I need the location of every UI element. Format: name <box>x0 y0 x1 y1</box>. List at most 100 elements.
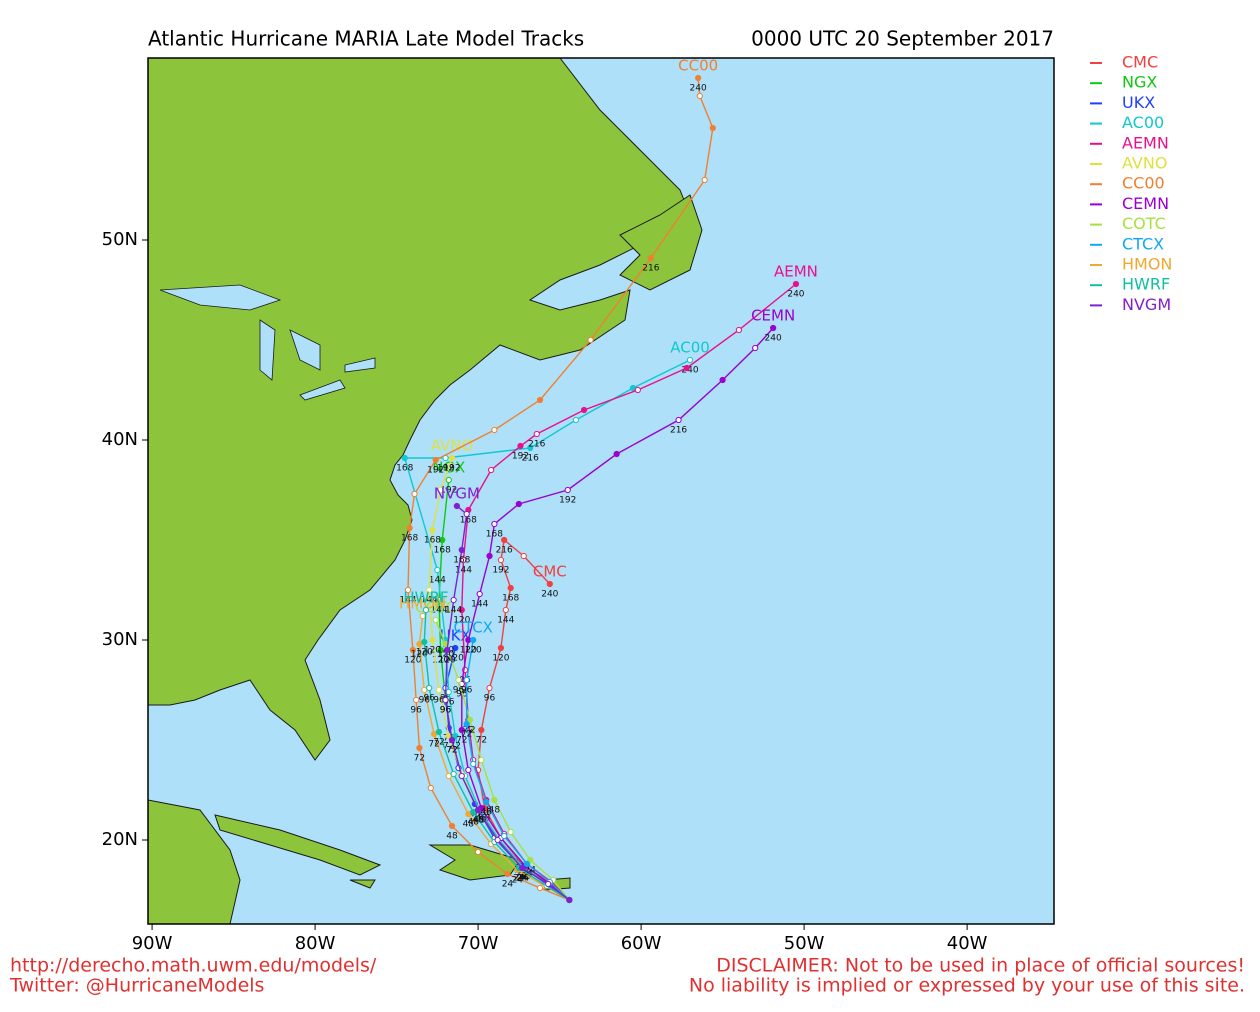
track-point <box>435 728 443 736</box>
track-point <box>504 870 511 878</box>
legend-label: AVNO <box>1122 154 1167 173</box>
forecast-hour: 24 <box>518 874 530 884</box>
track-point <box>401 454 408 462</box>
legend-label: CTCX <box>1122 234 1164 253</box>
track-point <box>494 836 501 844</box>
track-point <box>517 442 524 450</box>
tracks: 24487296120144168192216240CMC24487296120… <box>396 58 818 904</box>
footer-left: Twitter: @HurricaneModels <box>9 975 264 997</box>
track-point <box>695 74 702 82</box>
forecast-hour: 24 <box>518 872 530 882</box>
track-point <box>453 502 461 510</box>
forecast-hour: 144 <box>421 596 438 606</box>
forecast-hour: 240 <box>541 590 558 600</box>
forecast-hour: 24 <box>502 880 514 890</box>
track-point <box>709 124 716 132</box>
forecast-hour: 24 <box>525 866 537 876</box>
track-point <box>536 396 544 404</box>
track-end-label: AVNO <box>431 437 474 455</box>
lake <box>159 284 282 311</box>
forecast-hour: 120 <box>437 650 454 660</box>
forecast-hour: 48 <box>472 816 484 826</box>
forecast-hour: 24 <box>521 870 533 880</box>
track-point <box>432 616 439 624</box>
forecast-hour: 168 <box>401 534 418 544</box>
forecast-hour: 120 <box>416 648 433 658</box>
forecast-hour: 120 <box>424 646 441 656</box>
forecast-hour: 216 <box>528 440 545 450</box>
track-point <box>437 486 444 494</box>
track-point <box>452 644 459 652</box>
forecast-hour: 168 <box>502 594 519 604</box>
x-tick-label: 80W <box>295 933 336 954</box>
track-point <box>564 486 571 494</box>
forecast-hour: 72 <box>456 736 467 746</box>
track-point <box>419 612 426 620</box>
legend-label: AEMN <box>1122 133 1169 152</box>
forecast-hour: 24 <box>516 874 528 884</box>
legend-label: CMC <box>1122 53 1158 72</box>
track-point <box>546 580 553 588</box>
yucatan <box>148 799 241 924</box>
forecast-hour: 168 <box>486 530 503 540</box>
forecast-hour: 120 <box>453 616 470 626</box>
track-point <box>448 454 456 462</box>
forecast-hour: 96 <box>461 686 473 696</box>
track-point <box>458 606 465 614</box>
legend-label: UKX <box>1122 93 1155 112</box>
track-point <box>507 828 514 836</box>
forecast-hour: 24 <box>511 876 523 886</box>
y-tick-label: 30N <box>102 629 138 650</box>
forecast-hour: 216 <box>496 546 513 556</box>
x-tick-label: 40W <box>947 933 988 954</box>
track-point <box>686 356 694 364</box>
track-point <box>520 552 527 560</box>
track-point <box>474 848 482 856</box>
track-point <box>429 526 436 534</box>
forecast-hour: 240 <box>787 290 804 300</box>
track-point <box>426 684 433 692</box>
forecast-hour: 48 <box>481 806 493 816</box>
track-point <box>501 832 508 840</box>
track-point <box>507 584 514 592</box>
forecast-hour: 120 <box>492 654 509 664</box>
track-point <box>533 430 540 438</box>
legend-label: CEMN <box>1122 194 1169 213</box>
forecast-hour: 240 <box>765 334 782 344</box>
track-point <box>515 500 522 508</box>
track-point <box>486 684 493 692</box>
track-point <box>613 450 620 458</box>
forecast-hour: 144 <box>429 576 446 586</box>
track-point <box>416 744 423 752</box>
track-point <box>458 772 465 780</box>
track-point <box>442 696 449 704</box>
track-end-label: CEMN <box>751 307 795 325</box>
track-point <box>409 646 416 654</box>
forecast-hour: 192 <box>437 464 454 474</box>
track-point <box>792 280 800 288</box>
forecast-hour: 96 <box>440 706 452 716</box>
track-point <box>463 676 470 684</box>
track-point <box>463 720 470 728</box>
forecast-hour: 72 <box>450 742 461 752</box>
lake <box>289 329 321 371</box>
track-point <box>458 726 465 734</box>
track-point <box>413 696 420 704</box>
forecast-hour: 192 <box>427 466 444 476</box>
forecast-hour: 216 <box>522 454 539 464</box>
forecast-hour: 96 <box>419 696 431 706</box>
forecast-hour: 96 <box>410 706 422 716</box>
track-point <box>634 386 641 394</box>
forecast-hour: 144 <box>455 566 472 576</box>
track-point <box>448 736 456 744</box>
forecast-hour: 72 <box>461 730 472 740</box>
forecast-hour: 240 <box>681 366 698 376</box>
forecast-hour: 168 <box>396 464 413 474</box>
forecast-hour: 48 <box>472 816 484 826</box>
track-point <box>448 822 456 830</box>
forecast-hour: 120 <box>460 646 477 656</box>
track <box>418 615 570 901</box>
forecast-hour: 72 <box>446 746 457 756</box>
forecast-hour: 120 <box>411 650 428 660</box>
track-point <box>437 646 444 654</box>
